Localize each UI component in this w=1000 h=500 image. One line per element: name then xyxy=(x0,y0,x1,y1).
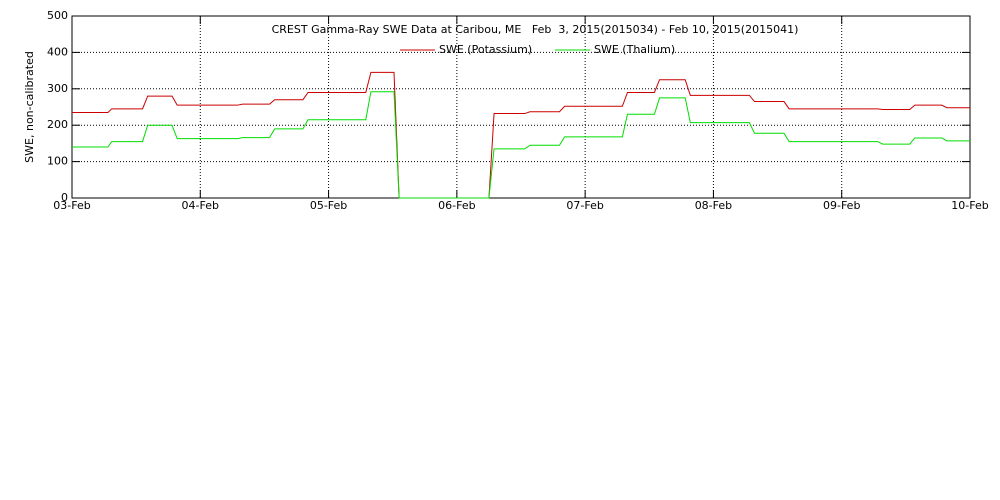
y-tick-label: 100 xyxy=(47,155,68,168)
y-axis-label: SWE, non-calibrated xyxy=(23,51,36,163)
data-line xyxy=(72,91,970,199)
y-tick-label: 400 xyxy=(47,45,68,58)
y-tick-label: 0 xyxy=(61,191,68,204)
x-tick-label: 08-Feb xyxy=(695,199,732,212)
chart-title: CREST Gamma-Ray SWE Data at Caribou, ME … xyxy=(272,23,799,36)
x-tick-label: 05-Feb xyxy=(310,199,347,212)
y-tick-label: 500 xyxy=(47,9,68,22)
data-line xyxy=(72,71,970,199)
legend-label: SWE (Thalium) xyxy=(594,43,675,56)
x-tick-label: 04-Feb xyxy=(182,199,219,212)
x-tick-label: 09-Feb xyxy=(823,199,860,212)
plot-frame xyxy=(71,15,971,199)
x-tick-label: 06-Feb xyxy=(438,199,475,212)
x-tick-label: 03-Feb xyxy=(53,199,90,212)
x-tick-label: 07-Feb xyxy=(566,199,603,212)
y-tick-label: 300 xyxy=(47,82,68,95)
legend-label: SWE (Potassium) xyxy=(439,43,532,56)
y-tick-label: 200 xyxy=(47,118,68,131)
x-tick-label: 10-Feb xyxy=(951,199,988,212)
